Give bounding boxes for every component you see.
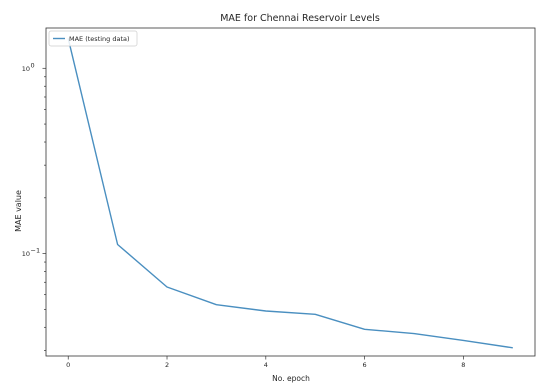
x-axis-ticks: 0 2 4 6 8 [66,356,465,369]
y-tick-label: 10 [22,65,30,73]
data-point [117,244,119,246]
axes-frame [45,27,536,357]
legend-box [48,30,138,47]
data-point [413,333,415,335]
data-point [364,328,366,330]
x-tick-label: 2 [165,361,169,369]
y-tick-exponent: −1 [31,247,41,255]
legend: MAE (testing data) [48,30,138,47]
series-line-0 [67,38,513,349]
y-tick-label: 10 [22,250,30,258]
data-point [265,310,267,312]
data-point [463,340,465,342]
data-point [512,347,514,349]
y-axis-label: MAE value [14,190,23,232]
plot-area [67,38,513,349]
x-tick-label: 8 [461,361,465,369]
x-tick-label: 4 [264,361,268,369]
x-tick-label: 6 [363,361,367,369]
data-point [166,286,168,288]
x-tick-label: 0 [66,361,70,369]
data-point [314,313,316,315]
chart-title: MAE for Chennai Reservoir Levels [220,13,380,24]
x-axis-label: No. epoch [272,374,310,383]
legend-label: MAE (testing data) [69,35,130,43]
data-point [216,304,218,306]
y-tick-exponent: 0 [31,61,35,69]
